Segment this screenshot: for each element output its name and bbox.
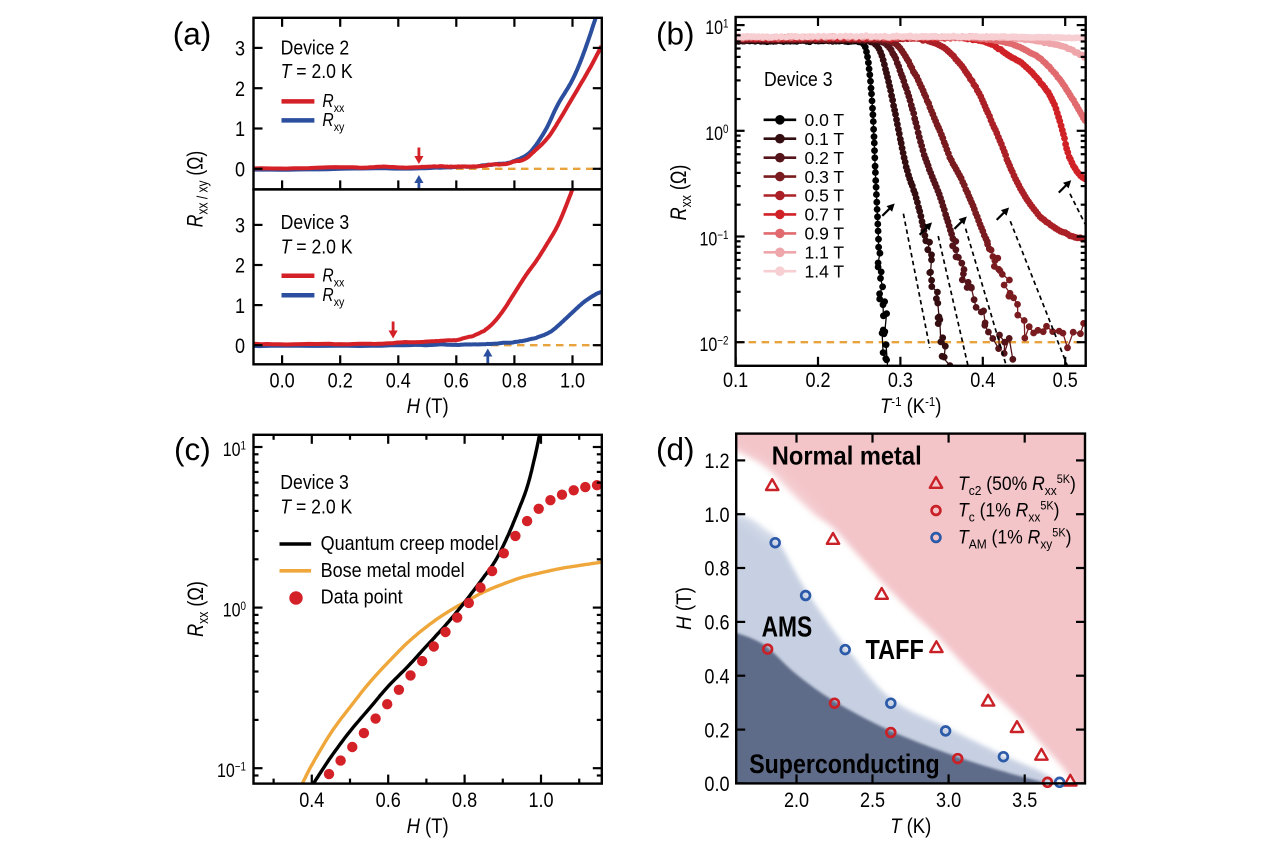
svg-text:0.4: 0.4 <box>386 369 411 393</box>
svg-text:Rxx: Rxx <box>322 91 344 115</box>
svg-text:(d): (d) <box>656 431 695 467</box>
svg-text:Rxy: Rxy <box>322 285 344 309</box>
svg-text:2: 2 <box>235 77 245 101</box>
svg-text:2.0: 2.0 <box>784 789 809 813</box>
svg-text:0.6: 0.6 <box>704 611 729 635</box>
svg-text:Device 3: Device 3 <box>280 472 349 495</box>
svg-text:Device 3: Device 3 <box>764 69 833 92</box>
svg-text:0.0: 0.0 <box>704 773 729 797</box>
svg-text:0.2: 0.2 <box>805 369 830 393</box>
svg-text:Quantum creep model: Quantum creep model <box>321 533 499 555</box>
svg-text:1.1 T: 1.1 T <box>805 243 845 263</box>
svg-text:1.0: 1.0 <box>704 503 729 527</box>
svg-text:0.7 T: 0.7 T <box>805 205 845 225</box>
svg-text:101: 101 <box>705 17 728 39</box>
svg-text:0: 0 <box>235 334 245 358</box>
svg-text:Rxx / xy (Ω): Rxx / xy (Ω) <box>184 151 211 227</box>
svg-text:Rxx (Ω): Rxx (Ω) <box>184 581 211 637</box>
svg-text:100: 100 <box>223 599 246 621</box>
svg-text:0.8: 0.8 <box>452 789 477 813</box>
svg-text:Superconducting: Superconducting <box>749 750 939 780</box>
svg-text:0.4: 0.4 <box>299 789 324 813</box>
svg-text:0.1 T: 0.1 T <box>805 129 845 149</box>
svg-text:100: 100 <box>705 122 728 144</box>
svg-text:3: 3 <box>235 214 245 238</box>
svg-text:AMS: AMS <box>762 612 813 643</box>
svg-text:1: 1 <box>235 118 245 142</box>
svg-text:H (T): H (T) <box>407 815 449 838</box>
svg-text:H (T): H (T) <box>407 395 449 418</box>
svg-text:3: 3 <box>235 37 245 61</box>
svg-text:Device 2: Device 2 <box>281 37 350 60</box>
svg-text:T (K): T (K) <box>890 815 931 838</box>
svg-text:0.3: 0.3 <box>888 369 913 393</box>
svg-text:Bose metal model: Bose metal model <box>321 560 465 582</box>
svg-text:(b): (b) <box>656 16 695 52</box>
svg-text:T = 2.0 K: T = 2.0 K <box>281 236 353 259</box>
svg-text:3.5: 3.5 <box>1012 789 1037 813</box>
svg-text:0.6: 0.6 <box>376 789 401 813</box>
svg-text:2: 2 <box>235 254 245 278</box>
svg-text:0.0 T: 0.0 T <box>805 110 845 130</box>
svg-text:0.8: 0.8 <box>502 369 527 393</box>
svg-text:1.0: 1.0 <box>528 789 553 813</box>
svg-text:Rxy: Rxy <box>322 110 344 134</box>
svg-text:3.0: 3.0 <box>936 789 961 813</box>
svg-text:0.9 T: 0.9 T <box>805 224 845 244</box>
svg-text:T = 2.0 K: T = 2.0 K <box>281 61 353 84</box>
svg-text:0.6: 0.6 <box>444 369 469 393</box>
svg-text:T-1 (K-1): T-1 (K-1) <box>880 394 941 418</box>
svg-text:0.4: 0.4 <box>970 369 995 393</box>
svg-text:H (T): H (T) <box>673 587 696 630</box>
svg-text:Tc2 (50% Rxx5K): Tc2 (50% Rxx5K) <box>958 472 1076 498</box>
svg-text:1: 1 <box>235 294 245 318</box>
svg-text:0.4: 0.4 <box>704 665 729 689</box>
svg-text:0.8: 0.8 <box>704 557 729 581</box>
svg-text:T = 2.0 K: T = 2.0 K <box>280 496 352 519</box>
svg-text:Tc (1% Rxx5K): Tc (1% Rxx5K) <box>958 499 1059 525</box>
svg-text:Rxx: Rxx <box>322 265 344 289</box>
svg-text:0.1: 0.1 <box>723 369 748 393</box>
svg-text:0.2: 0.2 <box>328 369 353 393</box>
svg-text:2.5: 2.5 <box>860 789 885 813</box>
svg-text:(c): (c) <box>174 431 211 467</box>
svg-text:1.2: 1.2 <box>704 450 729 474</box>
svg-text:Data point: Data point <box>321 587 404 609</box>
svg-text:Device 3: Device 3 <box>281 212 350 235</box>
svg-text:1.4 T: 1.4 T <box>805 261 845 281</box>
svg-text:1.0: 1.0 <box>560 369 585 393</box>
svg-text:0.2: 0.2 <box>704 719 729 743</box>
svg-text:TAM (1% Rxy5K): TAM (1% Rxy5K) <box>958 526 1071 552</box>
svg-text:Rxx (Ω): Rxx (Ω) <box>667 165 694 221</box>
svg-text:0.5: 0.5 <box>1053 369 1078 393</box>
svg-text:Normal metal: Normal metal <box>772 441 922 470</box>
svg-text:(a): (a) <box>173 16 212 52</box>
svg-text:0.3 T: 0.3 T <box>805 167 845 187</box>
svg-text:TAFF: TAFF <box>866 635 924 665</box>
svg-text:0.2 T: 0.2 T <box>805 148 845 168</box>
svg-text:101: 101 <box>223 439 246 461</box>
svg-text:0: 0 <box>235 158 245 182</box>
svg-text:0.0: 0.0 <box>270 369 295 393</box>
svg-text:0.5 T: 0.5 T <box>805 186 845 206</box>
